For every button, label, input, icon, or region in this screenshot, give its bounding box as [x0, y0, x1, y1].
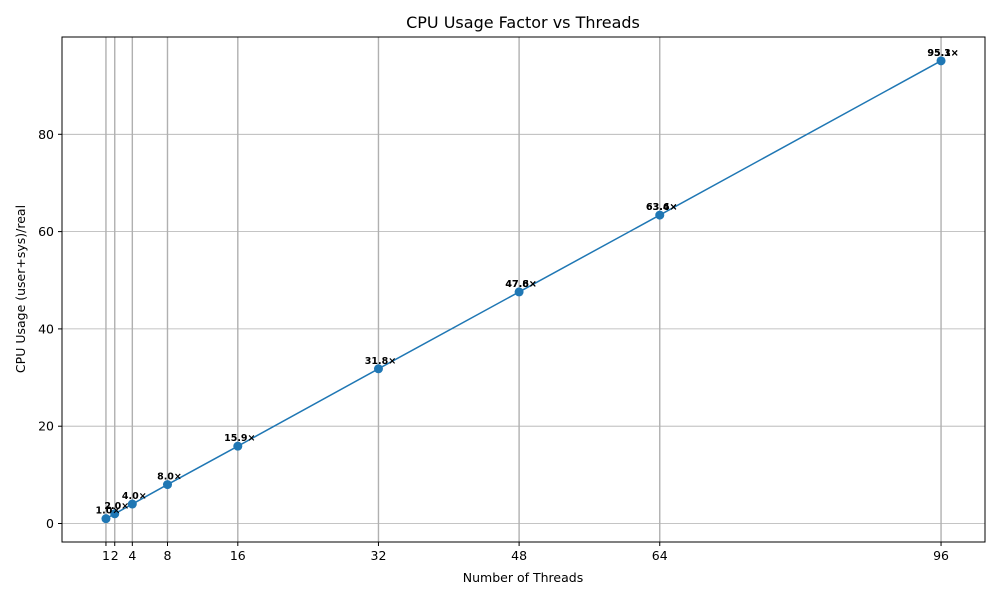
x-tick-label: 8 — [164, 548, 172, 563]
data-label: 8.0× — [157, 472, 182, 483]
data-point — [373, 364, 383, 374]
data-label: 63.6× — [646, 202, 677, 213]
x-tick-label: 32 — [371, 548, 387, 563]
data-point — [101, 514, 111, 524]
data-label: 31.8× — [365, 356, 396, 367]
data-point — [655, 210, 665, 220]
x-tick-label: 4 — [128, 548, 136, 563]
data-point — [110, 509, 120, 519]
y-tick-label: 80 — [38, 127, 54, 142]
series-layer — [101, 56, 946, 524]
data-point — [162, 480, 172, 490]
x-tick-label: 1 — [102, 548, 110, 563]
data-point — [936, 56, 946, 66]
x-tick-label: 48 — [511, 548, 527, 563]
chart-title: CPU Usage Factor vs Threads — [406, 13, 640, 32]
data-point — [233, 441, 243, 451]
data-label: 95.3× — [927, 48, 958, 59]
plot-area-frame — [61, 36, 986, 543]
y-tick-label: 20 — [38, 419, 54, 434]
data-label: 1.0× — [96, 506, 121, 517]
data-point — [127, 499, 137, 509]
data-label: 63.4× — [646, 202, 677, 213]
data-label: 4.0× — [122, 491, 147, 502]
data-point — [514, 287, 524, 297]
y-axis-label: CPU Usage (user+sys)/real — [13, 205, 28, 373]
x-axis-label: Number of Threads — [463, 570, 583, 585]
data-label: 15.9× — [224, 433, 255, 444]
x-tick-label: 64 — [652, 548, 668, 563]
y-tick-label: 0 — [46, 516, 54, 531]
data-label: 47.8× — [505, 279, 536, 290]
data-label: 2.0× — [104, 501, 129, 512]
data-labels: 1.0×2.0×4.0× 8.0× 15.9× 31.8× 47.6×47.8× 63.4… — [96, 48, 959, 517]
x-tick-label: 2 — [111, 548, 119, 563]
data-label: 47.6× — [505, 279, 536, 290]
data-label: 95.1× — [927, 48, 958, 59]
x-tick-label: 96 — [933, 548, 949, 563]
y-tick-label: 40 — [38, 321, 54, 336]
x-tick-label: 16 — [230, 548, 246, 563]
y-tick-label: 60 — [38, 224, 54, 239]
grid-lines — [62, 37, 985, 542]
